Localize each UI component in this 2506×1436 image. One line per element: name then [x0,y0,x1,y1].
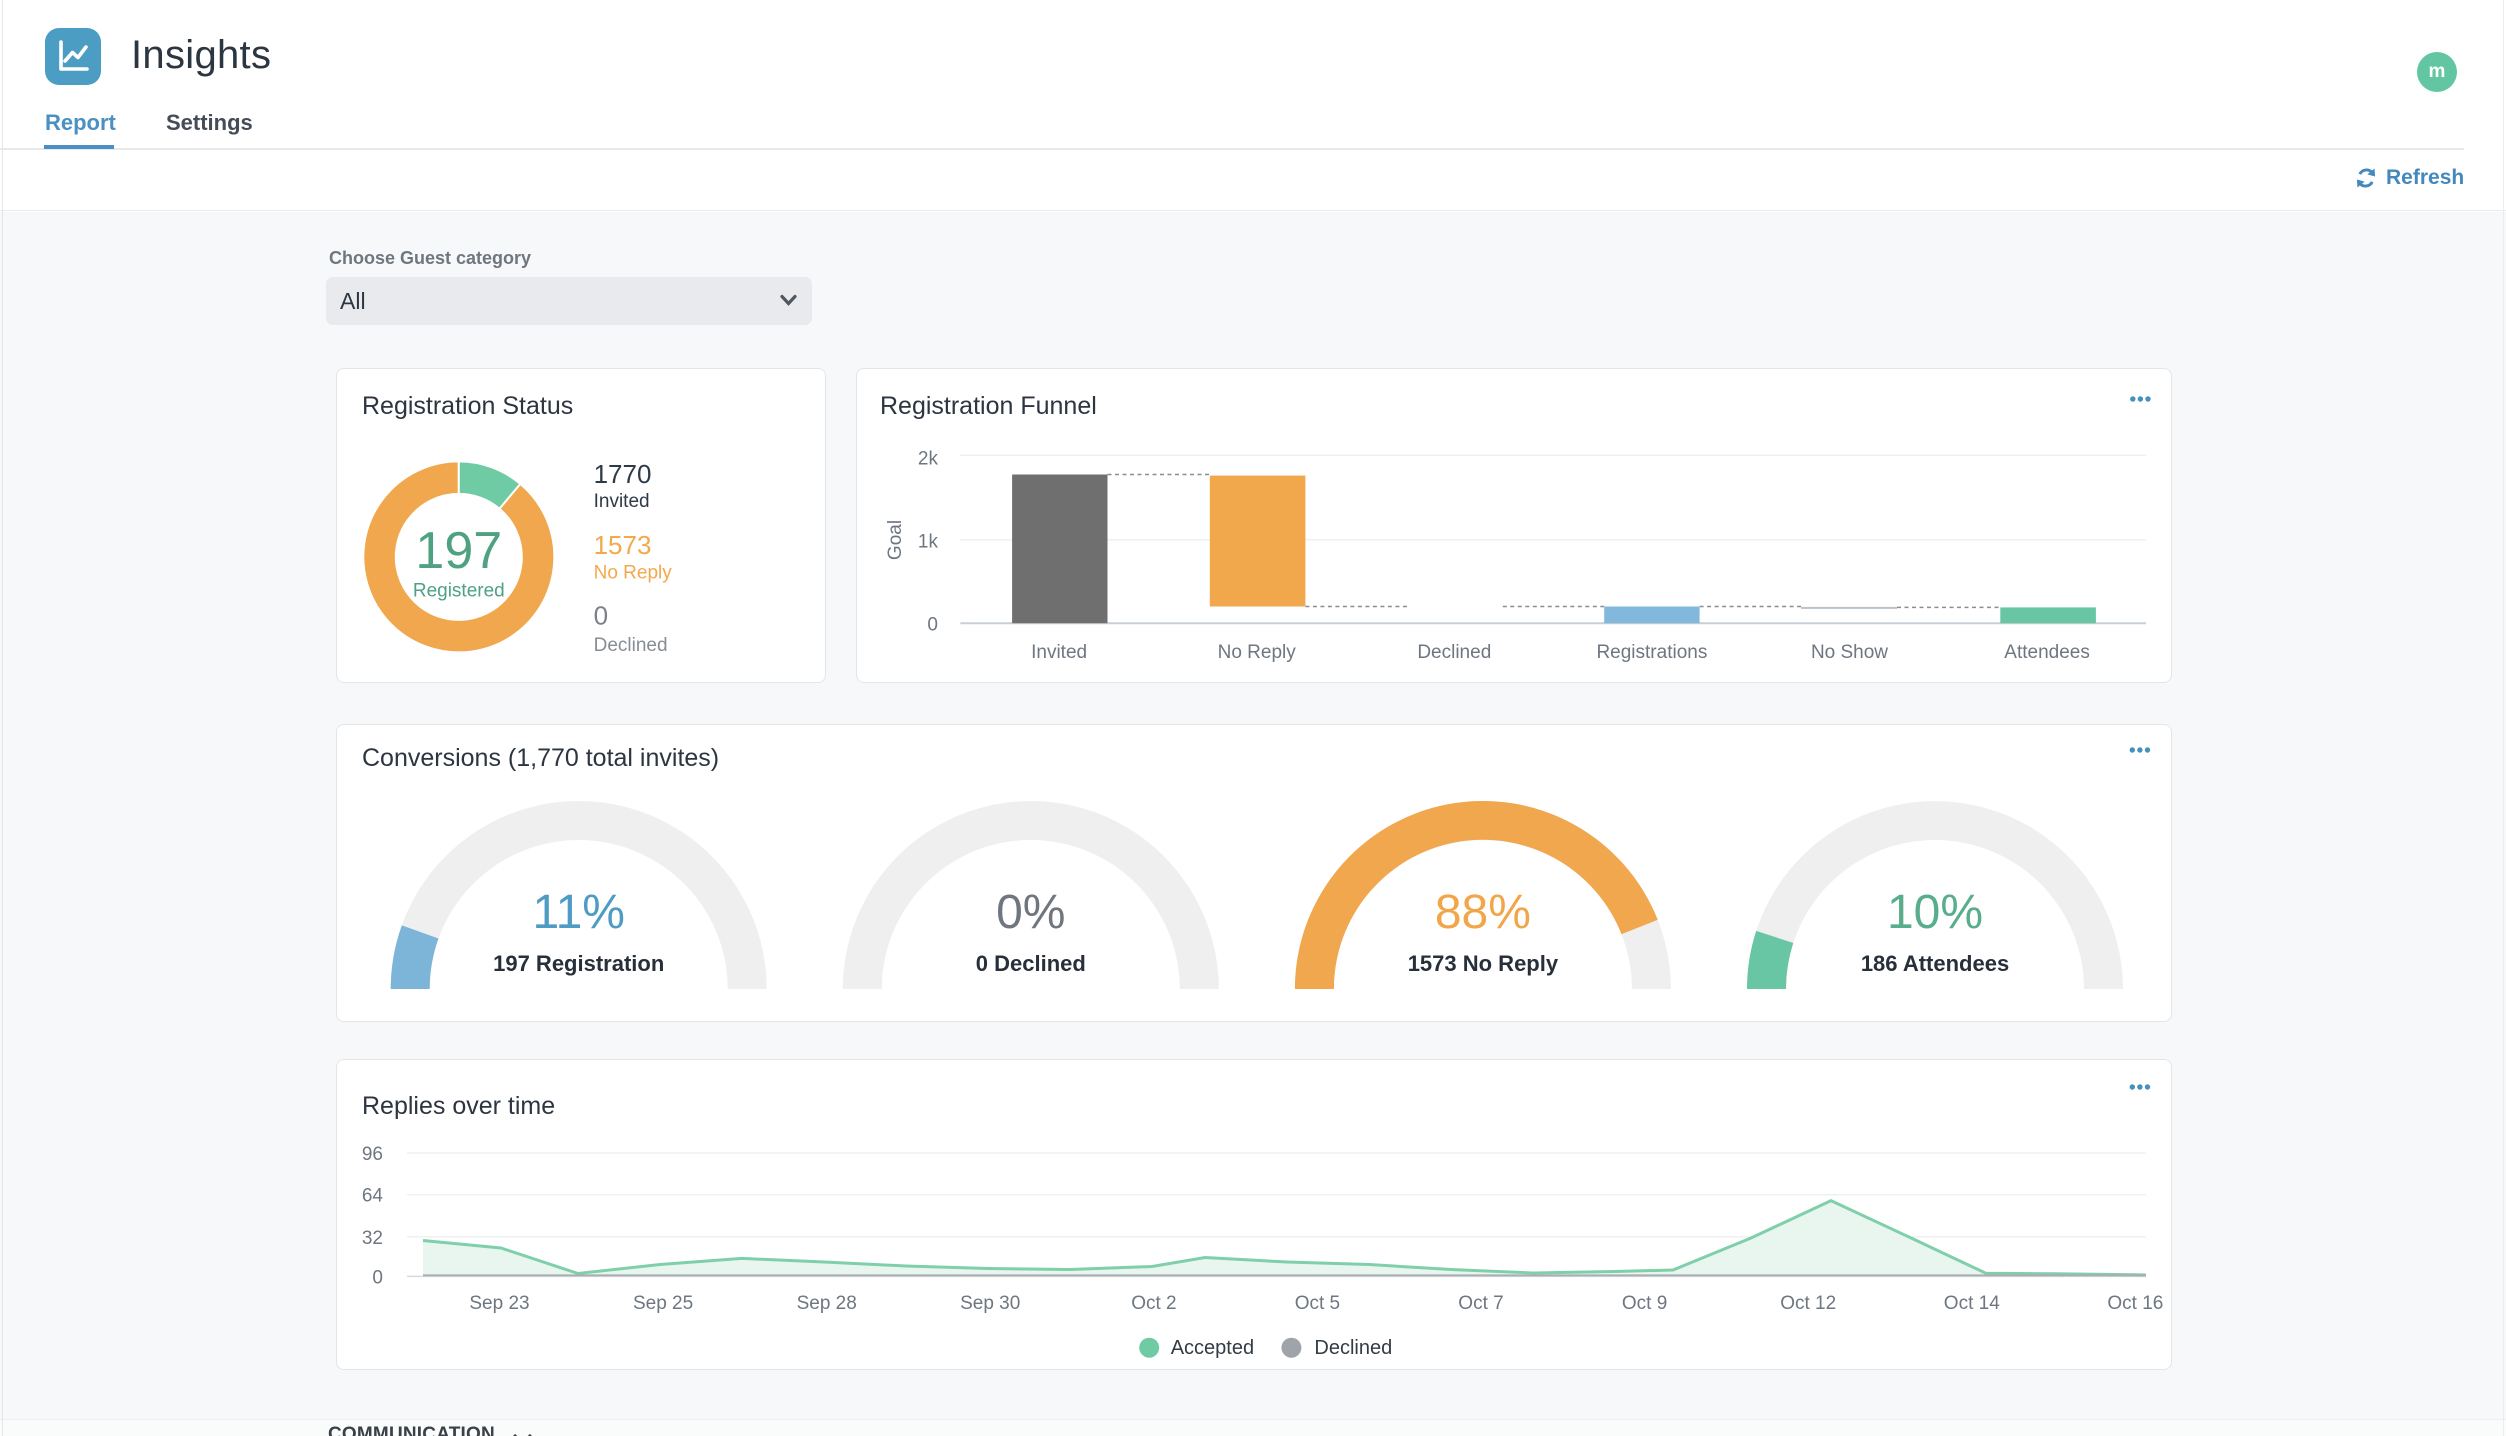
svg-text:Oct 9: Oct 9 [1622,1293,1667,1314]
svg-text:Oct 2: Oct 2 [1131,1293,1176,1314]
svg-text:197: 197 [415,522,502,580]
svg-text:0: 0 [372,1267,383,1288]
svg-text:No Reply: No Reply [594,563,673,584]
svg-text:Invited: Invited [1031,642,1087,663]
svg-text:Registration Status: Registration Status [362,392,573,420]
svg-text:Declined: Declined [594,635,668,656]
svg-text:1770: 1770 [594,459,652,489]
svg-text:0: 0 [594,601,608,631]
svg-text:0%: 0% [996,886,1065,939]
svg-text:Replies over time: Replies over time [362,1092,555,1120]
svg-text:Sep 23: Sep 23 [469,1293,529,1314]
svg-text:Goal: Goal [885,520,906,560]
svg-text:Registered: Registered [413,581,505,602]
svg-text:Sep 30: Sep 30 [960,1293,1020,1314]
svg-text:96: 96 [362,1144,383,1165]
svg-text:Conversions (1,770 total invit: Conversions (1,770 total invites) [362,744,719,772]
svg-text:No Show: No Show [1810,642,1887,663]
svg-text:Sep 28: Sep 28 [797,1293,857,1314]
svg-text:186 Attendees: 186 Attendees [1861,951,2009,976]
svg-text:Accepted: Accepted [1171,1337,1254,1359]
svg-text:Oct 14: Oct 14 [1944,1293,2000,1314]
svg-text:No Reply: No Reply [1217,642,1296,663]
svg-text:Oct 16: Oct 16 [2107,1293,2163,1314]
svg-text:0 Declined: 0 Declined [976,951,1086,976]
svg-text:0: 0 [927,615,938,636]
svg-text:Oct 12: Oct 12 [1780,1293,1836,1314]
svg-text:88%: 88% [1435,886,1531,939]
svg-text:2k: 2k [917,449,938,470]
svg-text:64: 64 [362,1186,384,1207]
svg-text:32: 32 [362,1228,383,1249]
svg-text:Oct 5: Oct 5 [1295,1293,1340,1314]
svg-text:1573: 1573 [594,530,652,560]
svg-text:Registration Funnel: Registration Funnel [880,392,1097,420]
svg-text:Registrations: Registrations [1596,642,1707,663]
svg-text:11%: 11% [532,886,625,939]
svg-text:Declined: Declined [1314,1337,1392,1359]
svg-text:10%: 10% [1887,886,1983,939]
svg-text:197 Registration: 197 Registration [493,951,664,976]
svg-text:1k: 1k [917,532,938,553]
svg-text:1573 No Reply: 1573 No Reply [1408,951,1559,976]
svg-text:Sep 25: Sep 25 [633,1293,693,1314]
svg-text:Invited: Invited [594,491,650,512]
svg-text:Attendees: Attendees [2004,642,2090,663]
svg-text:Oct 7: Oct 7 [1458,1293,1503,1314]
svg-text:Declined: Declined [1417,642,1491,663]
